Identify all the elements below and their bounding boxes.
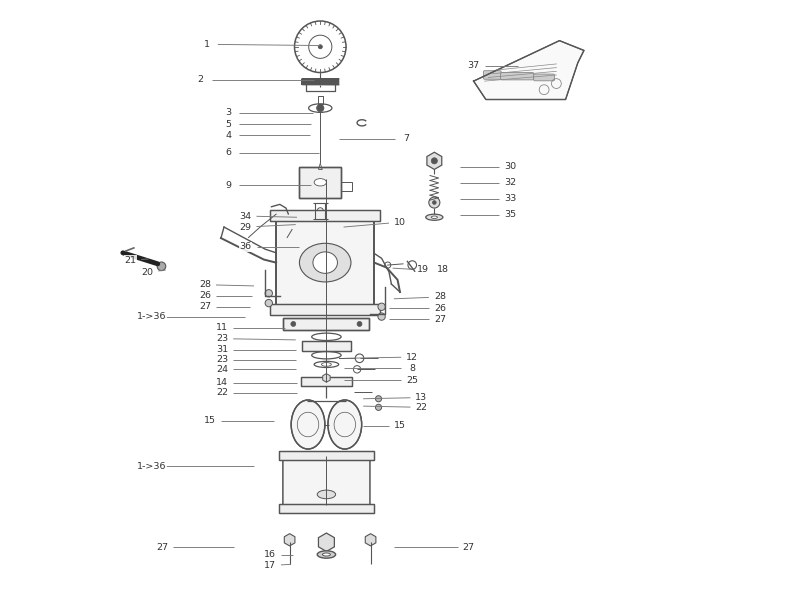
FancyBboxPatch shape	[283, 453, 370, 509]
Text: 26: 26	[434, 304, 446, 312]
FancyBboxPatch shape	[483, 71, 501, 79]
Ellipse shape	[431, 216, 438, 219]
Text: 32: 32	[504, 179, 517, 187]
Ellipse shape	[426, 214, 443, 221]
Circle shape	[317, 104, 324, 111]
Bar	[276, 220, 374, 306]
Text: 33: 33	[504, 194, 517, 203]
Bar	[270, 210, 380, 221]
Bar	[299, 167, 341, 198]
Bar	[283, 318, 370, 330]
Text: 1->36: 1->36	[137, 312, 166, 321]
Circle shape	[318, 45, 322, 49]
Ellipse shape	[328, 400, 362, 449]
Bar	[299, 167, 341, 198]
Text: 21: 21	[124, 256, 136, 265]
Circle shape	[265, 290, 273, 297]
Text: 18: 18	[437, 265, 449, 275]
Circle shape	[357, 322, 362, 326]
Text: 22: 22	[415, 403, 427, 412]
Circle shape	[375, 404, 382, 410]
Bar	[279, 452, 374, 460]
Bar	[270, 304, 380, 315]
Ellipse shape	[314, 179, 326, 186]
Ellipse shape	[318, 551, 336, 558]
Circle shape	[291, 322, 296, 326]
Polygon shape	[474, 41, 584, 100]
Text: 20: 20	[142, 268, 154, 277]
Circle shape	[286, 238, 293, 243]
Circle shape	[265, 299, 273, 307]
Text: 27: 27	[156, 543, 168, 552]
Text: 23: 23	[216, 355, 228, 364]
Bar	[279, 505, 374, 513]
Text: 22: 22	[216, 388, 228, 397]
Text: 35: 35	[504, 210, 517, 219]
Bar	[283, 318, 370, 330]
Ellipse shape	[322, 553, 330, 556]
Bar	[301, 377, 352, 386]
Text: 28: 28	[434, 293, 446, 301]
Ellipse shape	[318, 490, 336, 499]
Ellipse shape	[299, 243, 351, 282]
Bar	[279, 452, 374, 460]
Ellipse shape	[291, 400, 325, 449]
Text: 25: 25	[406, 376, 418, 385]
Text: 17: 17	[264, 561, 276, 570]
Text: 27: 27	[434, 315, 446, 323]
Circle shape	[378, 313, 386, 320]
Text: 12: 12	[406, 352, 418, 362]
Ellipse shape	[313, 252, 338, 274]
Circle shape	[433, 201, 436, 205]
Bar	[270, 210, 380, 221]
Bar	[341, 182, 352, 192]
Text: 31: 31	[216, 345, 228, 354]
Text: 8: 8	[410, 363, 415, 373]
Text: 3: 3	[226, 108, 231, 118]
Text: 16: 16	[264, 550, 276, 559]
Text: 29: 29	[239, 222, 251, 232]
Text: 10: 10	[394, 217, 406, 227]
Text: 24: 24	[216, 365, 228, 374]
Bar	[302, 341, 351, 351]
Text: 23: 23	[216, 334, 228, 343]
Circle shape	[157, 262, 166, 270]
Text: 7: 7	[403, 134, 409, 144]
Bar	[279, 505, 374, 513]
Text: 1->36: 1->36	[137, 462, 166, 471]
Text: 28: 28	[199, 280, 211, 289]
Text: 13: 13	[415, 393, 427, 402]
Bar	[301, 377, 352, 386]
Circle shape	[429, 197, 440, 208]
Text: 2: 2	[198, 75, 204, 84]
FancyBboxPatch shape	[501, 73, 534, 80]
Circle shape	[375, 395, 382, 402]
Text: 6: 6	[226, 148, 231, 157]
Text: 5: 5	[226, 120, 231, 129]
Text: 36: 36	[239, 242, 251, 251]
Text: 9: 9	[226, 181, 231, 190]
Text: 30: 30	[504, 163, 517, 171]
Text: 19: 19	[418, 265, 430, 275]
Text: 14: 14	[216, 378, 228, 387]
Text: 15: 15	[204, 416, 216, 425]
Text: 26: 26	[199, 291, 211, 300]
Text: 34: 34	[239, 211, 251, 221]
Text: 11: 11	[216, 323, 228, 332]
Text: 37: 37	[467, 61, 480, 70]
Bar	[302, 341, 351, 351]
Text: 4: 4	[226, 131, 231, 140]
Text: 1: 1	[204, 40, 210, 49]
Text: 27: 27	[199, 302, 211, 311]
FancyBboxPatch shape	[534, 74, 554, 81]
Text: 27: 27	[462, 543, 474, 552]
Circle shape	[378, 303, 386, 310]
Bar	[276, 220, 374, 306]
Circle shape	[431, 158, 438, 164]
Bar	[270, 304, 380, 315]
Text: 15: 15	[394, 421, 406, 430]
